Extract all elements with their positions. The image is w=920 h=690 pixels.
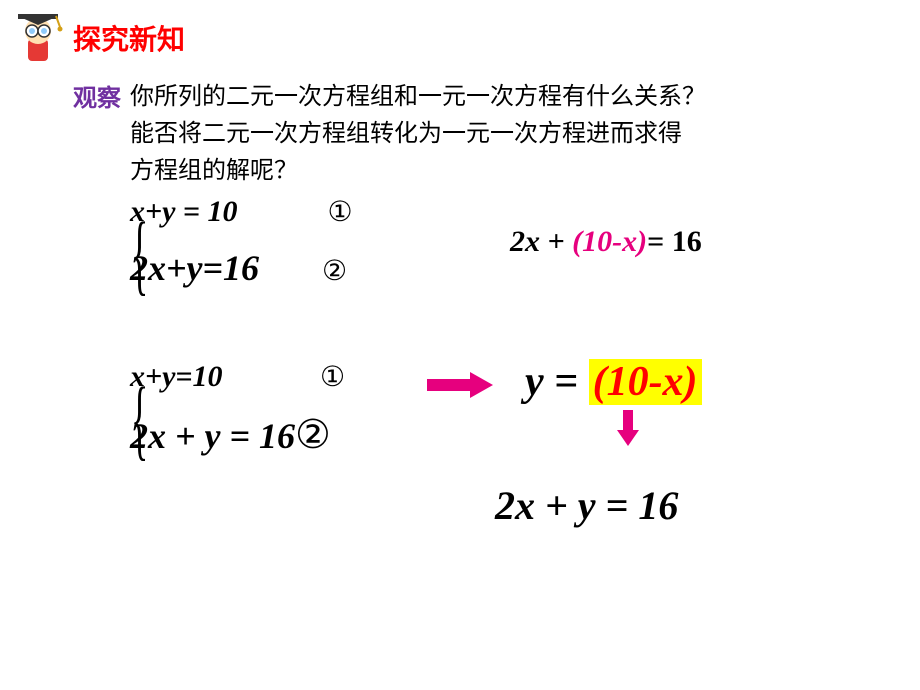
final-equation: 2x + y = 16 bbox=[495, 482, 678, 529]
mark-1b: ① bbox=[320, 360, 345, 393]
owl-scholar-icon bbox=[10, 5, 65, 65]
substituted-equation-1: 2x + (10-x)= 16 bbox=[510, 225, 702, 259]
eq1-line1: x+y = 10 ① bbox=[130, 195, 353, 229]
y-lhs: y = bbox=[525, 359, 578, 405]
eq2-line1: x+y=10 ① bbox=[130, 360, 345, 394]
eq2-line2: 2x + y = 16② bbox=[130, 412, 345, 458]
brace-icon: { bbox=[131, 368, 148, 471]
arrow-right-icon bbox=[425, 370, 495, 405]
sub-suffix: = 16 bbox=[647, 225, 702, 258]
sub-term: (10-x) bbox=[572, 225, 647, 258]
question-text: 你所列的二元一次方程组和一元一次方程有什么关系？ 能否将二元一次方程组转化为一元… bbox=[130, 78, 880, 190]
question-line2: 能否将二元一次方程组转化为一元一次方程进而求得 bbox=[130, 120, 682, 147]
brace-icon: { bbox=[131, 203, 148, 306]
observe-label: 观察 bbox=[73, 78, 121, 113]
equation-system-1: { x+y = 10 ① 2x+y=16 ② bbox=[130, 195, 353, 289]
question-line1: 你所列的二元一次方程组和一元一次方程有什么关系？ bbox=[130, 83, 706, 110]
question-line3: 方程组的解呢？ bbox=[130, 157, 298, 184]
section-title: 探究新知 bbox=[73, 18, 185, 58]
mark-2: ② bbox=[322, 254, 347, 287]
sub-prefix: 2x + bbox=[510, 225, 572, 258]
eq2-text: 2x+y=16 bbox=[130, 248, 259, 288]
eq-text: 2x + y = 16 bbox=[130, 416, 295, 456]
arrow-down-icon bbox=[615, 408, 641, 453]
y-rhs-highlighted: (10-x) bbox=[589, 359, 702, 405]
eq1-line2: 2x+y=16 ② bbox=[130, 247, 353, 289]
mark-2b: ② bbox=[295, 412, 331, 458]
y-expression: y = (10-x) bbox=[525, 358, 702, 406]
mark-1: ① bbox=[328, 195, 353, 228]
final-eq-text: 2x + y = 16 bbox=[495, 483, 678, 528]
equation-system-2: { x+y=10 ① 2x + y = 16② bbox=[130, 360, 345, 458]
